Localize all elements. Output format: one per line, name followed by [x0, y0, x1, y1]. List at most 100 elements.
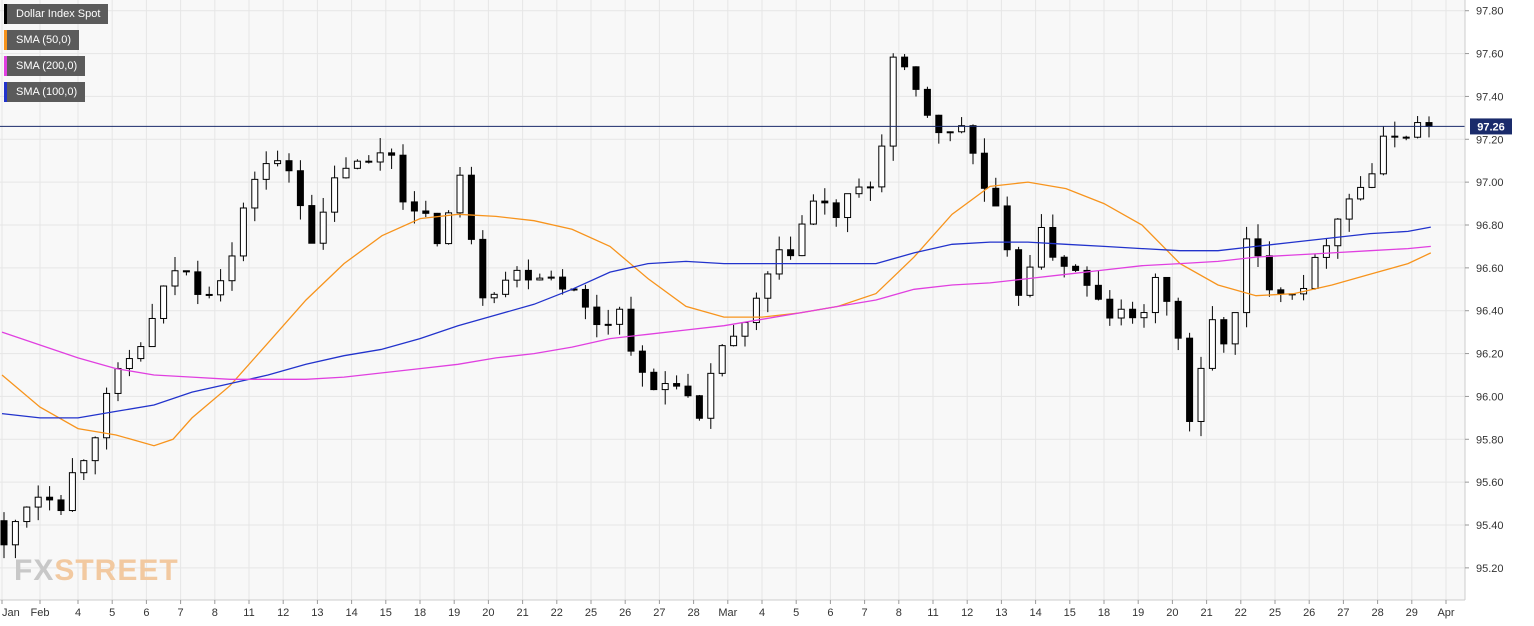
- candle-body: [23, 506, 31, 523]
- candle-body: [445, 212, 453, 245]
- candle-body: [1414, 122, 1422, 138]
- sma-lines: [1, 181, 1432, 447]
- x-tick-label: 20: [1166, 607, 1178, 619]
- candle-body: [46, 496, 54, 501]
- legend-item-sma-100: SMA (100,0): [4, 82, 86, 102]
- y-tick-label: 97.00: [1476, 177, 1504, 189]
- candle-body: [285, 160, 293, 172]
- sma-line: [1, 181, 1432, 447]
- candle-body: [182, 270, 190, 273]
- candle-body: [1140, 312, 1148, 319]
- legend-label: SMA (50,0): [16, 34, 72, 46]
- candle-body: [1117, 308, 1125, 319]
- y-tick-label: 97.20: [1476, 134, 1504, 146]
- candle-body: [1357, 186, 1365, 200]
- candle-body: [502, 279, 510, 295]
- candle-body: [433, 212, 441, 245]
- candle-body: [342, 167, 350, 179]
- candle-body: [467, 174, 475, 240]
- candle-body: [638, 350, 646, 373]
- candle-body: [787, 249, 795, 257]
- y-tick-label: 96.80: [1476, 220, 1504, 232]
- x-tick-label: 27: [1337, 607, 1349, 619]
- y-tick-label: 97.60: [1476, 49, 1504, 61]
- candle-body: [1208, 319, 1216, 369]
- candle-body: [536, 277, 544, 281]
- x-tick-label: 4: [75, 607, 81, 619]
- candle-body: [764, 273, 772, 299]
- x-tick-label: 18: [1098, 607, 1110, 619]
- candle-body: [399, 154, 407, 203]
- y-tick-label: 96.60: [1476, 263, 1504, 275]
- legend-swatch: [4, 56, 7, 76]
- x-tick-label: 8: [212, 607, 218, 619]
- x-tick-label: 12: [277, 607, 289, 619]
- candle-body: [296, 170, 304, 207]
- candle-body: [1368, 173, 1376, 188]
- candle-body: [878, 145, 886, 188]
- candle-body: [1072, 265, 1080, 271]
- candle-body: [616, 308, 624, 325]
- candle-body: [490, 293, 498, 299]
- x-tick-label: 13: [311, 607, 323, 619]
- candle-body: [844, 193, 852, 219]
- candle-body: [388, 152, 396, 156]
- legend-label: Dollar Index Spot: [16, 8, 101, 20]
- candle-body: [103, 392, 111, 439]
- candle-body: [604, 323, 612, 326]
- candle-body: [34, 496, 42, 508]
- current-price-tag: 97.26: [1470, 118, 1512, 135]
- candle-body: [741, 322, 749, 337]
- x-tick-label: 5: [793, 607, 799, 619]
- price-tag-label: 97.26: [1477, 121, 1505, 133]
- x-tick-label: 12: [961, 607, 973, 619]
- x-tick-label: Feb: [31, 607, 50, 619]
- candle-body: [160, 285, 168, 319]
- candle-body: [1106, 298, 1114, 319]
- candle-body: [456, 174, 464, 214]
- candle-body: [958, 125, 966, 133]
- candle-body: [969, 125, 977, 154]
- fxstreet-logo: FXSTREET: [14, 554, 178, 587]
- candlestick-series: [0, 53, 1433, 559]
- x-tick-label: Jan: [2, 607, 20, 619]
- legend-swatch: [4, 4, 7, 24]
- candle-body: [1186, 337, 1194, 422]
- logo-text-fx: FX: [14, 554, 54, 587]
- candle-body: [1402, 136, 1410, 139]
- candle-body: [1220, 319, 1228, 345]
- y-tick-label: 96.40: [1476, 306, 1504, 318]
- candle-body: [1379, 135, 1387, 175]
- x-tick-label: 19: [448, 607, 460, 619]
- y-tick-label: 97.80: [1476, 6, 1504, 18]
- x-tick-label: 19: [1132, 607, 1144, 619]
- x-tick-label: 25: [1269, 607, 1281, 619]
- sma-line: [1, 226, 1431, 419]
- candle-body: [331, 177, 339, 213]
- candle-body: [889, 56, 897, 147]
- candle-body: [1083, 269, 1091, 286]
- logo-text-street: STREET: [54, 554, 178, 587]
- candle-body: [1265, 255, 1273, 291]
- candle-body: [422, 210, 430, 214]
- candle-body: [935, 114, 943, 134]
- candle-body: [809, 200, 817, 225]
- candle-body: [1163, 276, 1171, 302]
- candle-body: [1334, 218, 1342, 247]
- candle-body: [125, 358, 133, 369]
- candle-body: [1197, 367, 1205, 422]
- y-tick-label: 95.20: [1476, 563, 1504, 575]
- candle-body: [718, 345, 726, 374]
- candle-body: [627, 308, 635, 352]
- x-tick-label: 8: [896, 607, 902, 619]
- legend-swatch: [4, 82, 7, 102]
- candle-body: [365, 160, 373, 163]
- y-tick-label: 96.00: [1476, 391, 1504, 403]
- candle-body: [205, 293, 213, 296]
- candle-body: [57, 499, 65, 512]
- price-tag-box: [1470, 118, 1512, 135]
- x-tick-label: 15: [380, 607, 392, 619]
- x-tick-label: Mar: [718, 607, 737, 619]
- candle-body: [547, 276, 555, 279]
- x-tick-label: 20: [482, 607, 494, 619]
